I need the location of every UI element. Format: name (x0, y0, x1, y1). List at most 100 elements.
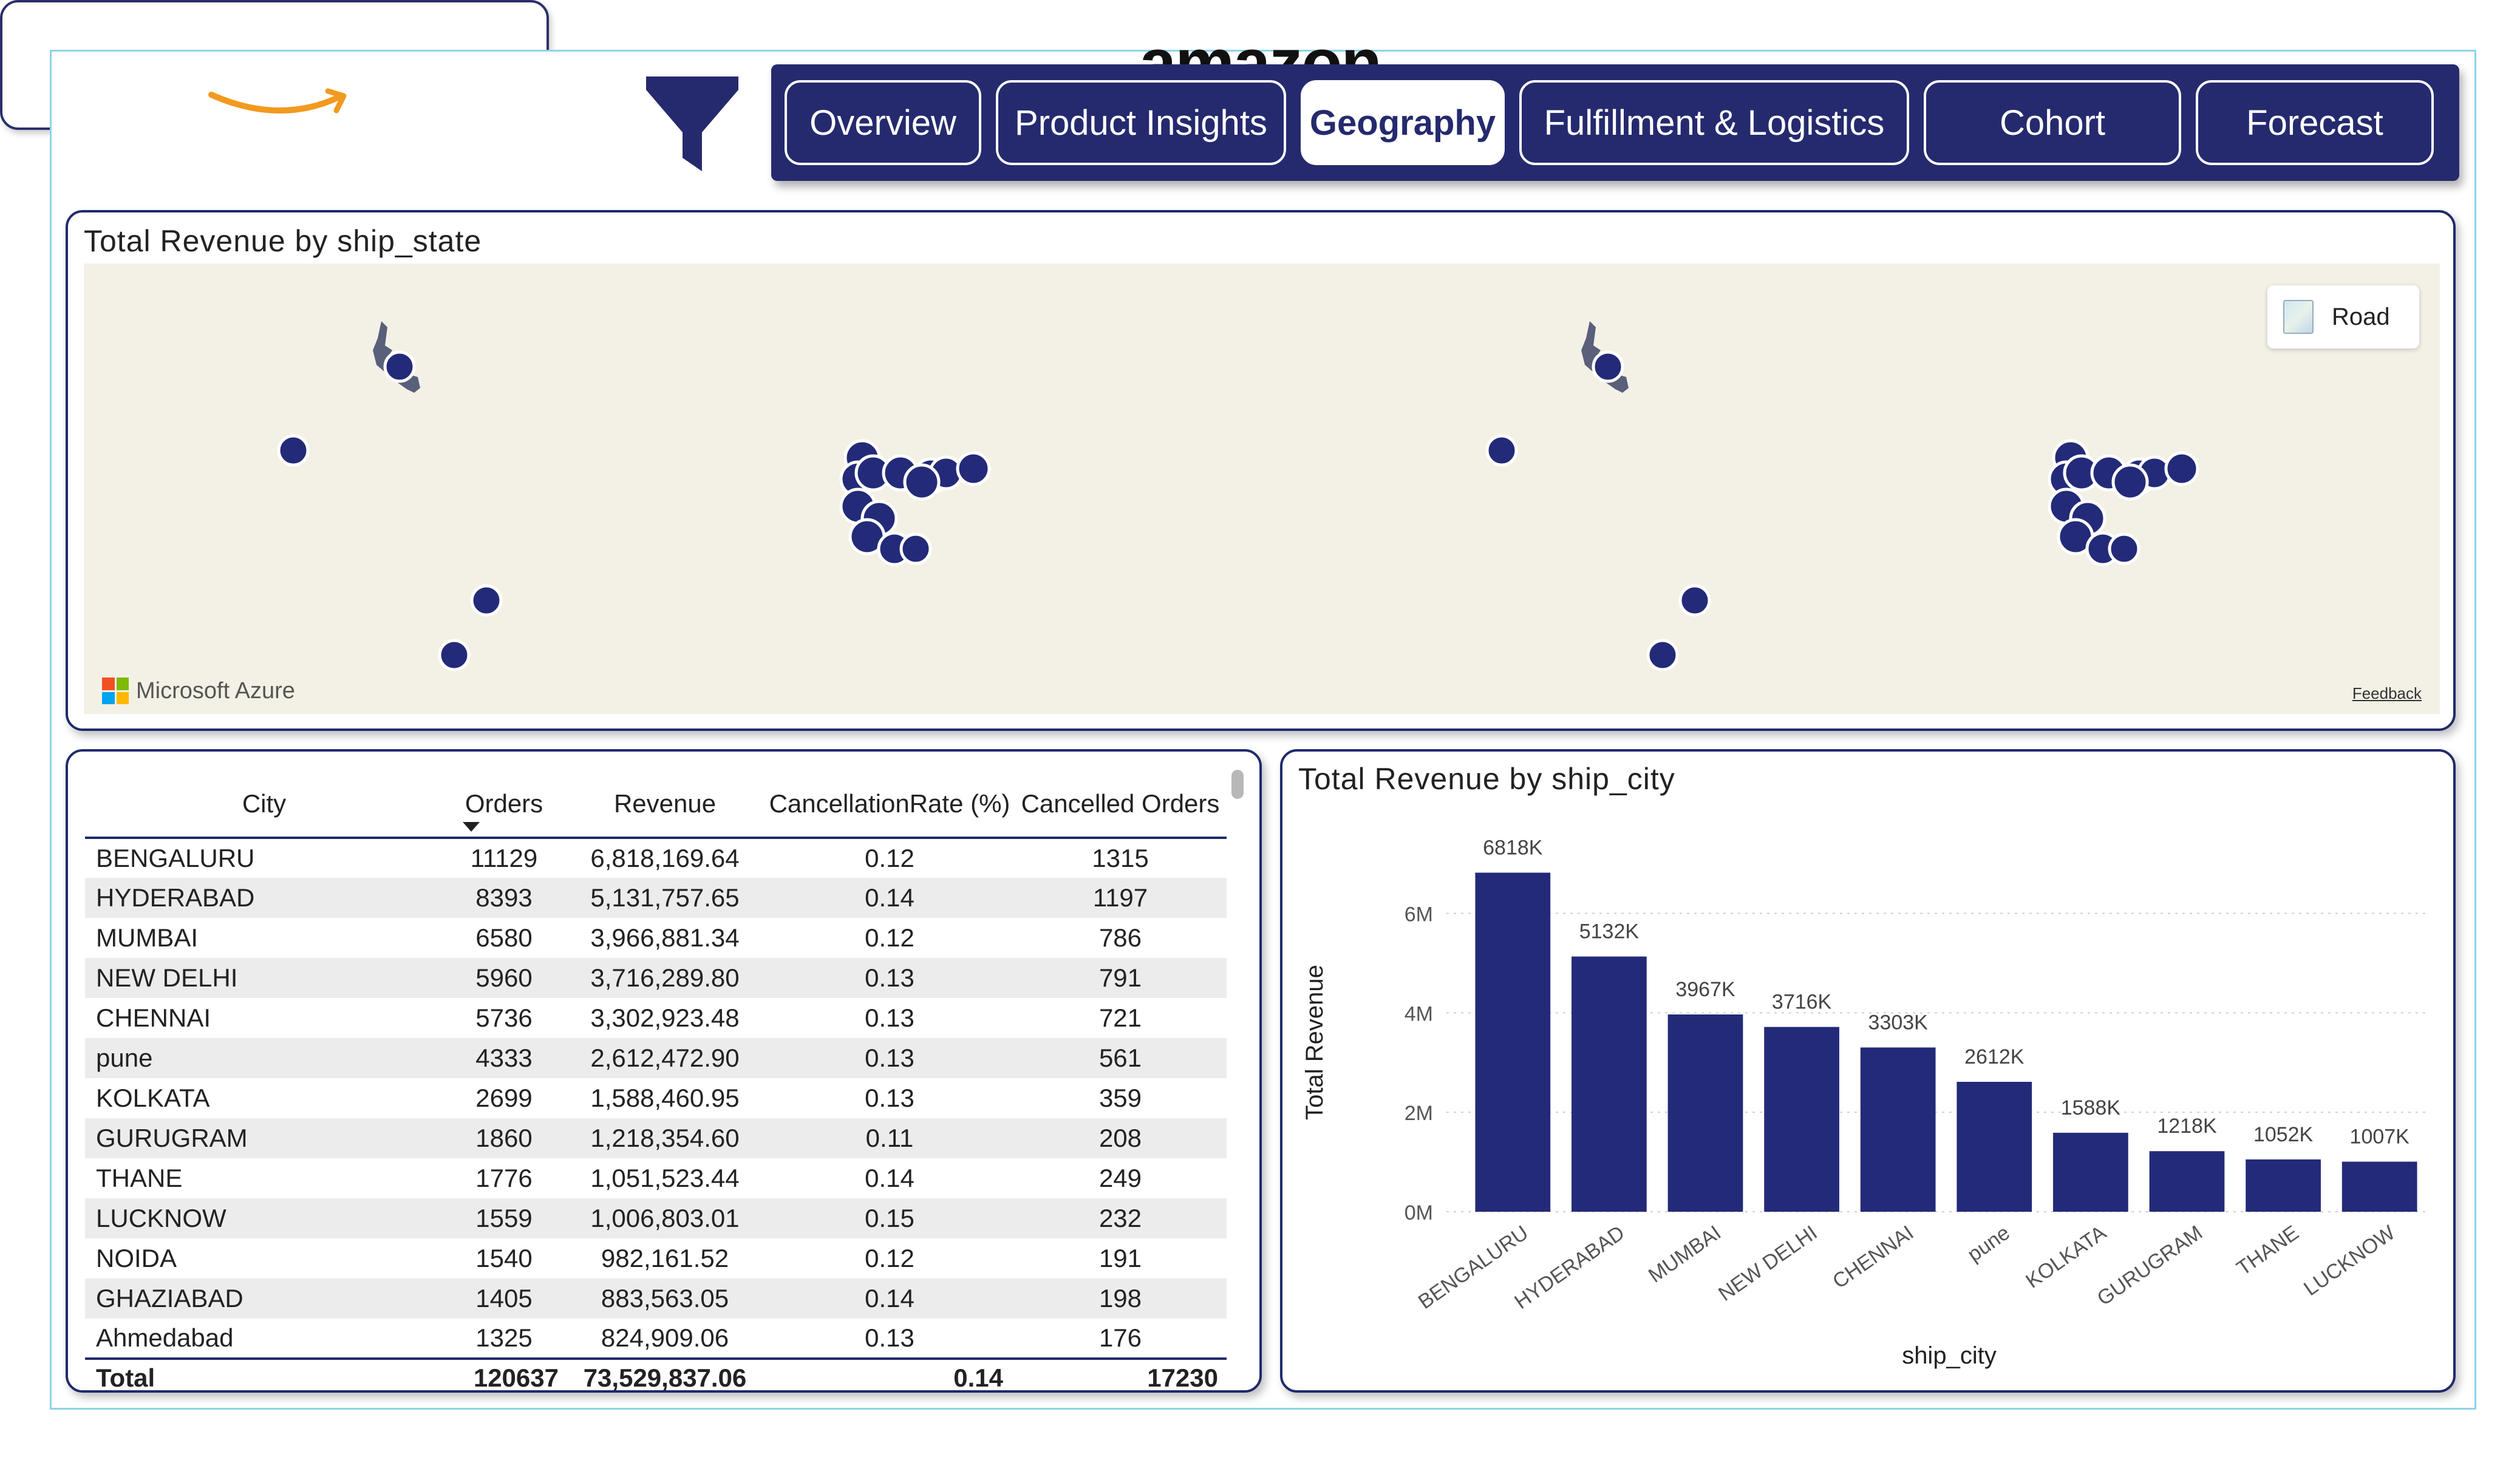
table-row[interactable]: LUCKNOW 1559 1,006,803.01 0.15 232 (85, 1198, 1227, 1238)
bar[interactable] (1956, 1082, 2032, 1212)
table-row[interactable]: GURUGRAM 1860 1,218,354.60 0.11 208 (85, 1118, 1227, 1158)
bar[interactable] (1764, 1027, 1839, 1212)
feedback-link[interactable]: Feedback (2352, 684, 2422, 702)
total-cancelled-orders: 17230 (1014, 1357, 1227, 1396)
cell-city: LUCKNOW (85, 1198, 443, 1238)
table-row[interactable]: HYDERABAD 8393 5,131,757.65 0.14 1197 (85, 878, 1227, 918)
cell-cancelled-orders: 721 (1098, 1004, 1142, 1032)
bar[interactable] (1860, 1047, 1936, 1212)
header-orders[interactable]: Orders (443, 771, 565, 839)
filter-icon[interactable] (644, 74, 741, 176)
tab-forecast[interactable]: Forecast (2196, 80, 2434, 165)
header-orders-label: Orders (465, 789, 543, 818)
cell-city: MUMBAI (96, 923, 198, 952)
tab-overview[interactable]: Overview (785, 80, 981, 165)
cell-city: THANE (96, 1164, 183, 1192)
header-revenue[interactable]: Revenue (565, 771, 765, 839)
header-cancellation-rate[interactable]: CancellationRate (%) (765, 771, 1014, 839)
table-row[interactable]: KOLKATA 2699 1,588,460.95 0.13 359 (85, 1078, 1227, 1118)
map-marker[interactable] (438, 639, 471, 671)
map-marker[interactable] (2111, 463, 2149, 501)
map-marker[interactable] (956, 451, 991, 486)
map-marker[interactable] (903, 463, 941, 501)
road-label: Road (2332, 303, 2390, 330)
bar-chart-card: Total Revenue by ship_city 0M 2M 4M 6M Total … (1280, 749, 2456, 1393)
road-style-button[interactable]: Road (2267, 285, 2419, 348)
cell-orders: 1559 (443, 1198, 565, 1238)
map-marker[interactable] (1592, 350, 1624, 383)
map-view[interactable]: Road Microsoft Azure Feedback (84, 263, 2440, 714)
map-style-icon (2283, 300, 2314, 334)
cell-revenue: 1,051,523.44 (590, 1164, 740, 1192)
bar[interactable] (2246, 1159, 2321, 1212)
table-row[interactable]: pune 4333 2,612,472.90 0.13 561 (85, 1038, 1227, 1078)
tab-fulfillment-logistics[interactable]: Fulfillment & Logistics (1519, 80, 1909, 165)
y-tick-label: 4M (1405, 1002, 1433, 1025)
map-marker[interactable] (277, 434, 310, 467)
map-marker[interactable] (1678, 584, 1711, 617)
header-city[interactable]: City (85, 771, 443, 839)
bar[interactable] (1475, 872, 1551, 1212)
cell-cancellation-rate: 0.13 (765, 1038, 1014, 1078)
table-card: City Orders Revenue CancellationRate (%)… (66, 749, 1262, 1396)
map-markers (277, 321, 2199, 671)
bar[interactable] (1572, 956, 1647, 1212)
table-row[interactable]: NEW DELHI 5960 3,716,289.80 0.13 791 (85, 958, 1227, 998)
total-cancellation-rate: 0.14 (765, 1357, 1014, 1396)
map-marker[interactable] (1646, 639, 1679, 671)
cell-revenue: 824,909.06 (601, 1323, 729, 1352)
cell-orders: 6580 (475, 923, 533, 952)
map-marker[interactable] (2164, 451, 2199, 486)
cell-orders: 2699 (475, 1084, 533, 1112)
data-label: 6818K (1483, 836, 1543, 859)
map-marker[interactable] (383, 350, 416, 383)
map-title: Total Revenue by ship_state (84, 224, 482, 258)
cell-orders: 5736 (475, 1004, 533, 1032)
y-tick-label: 6M (1405, 903, 1433, 926)
map-marker[interactable] (1485, 434, 1518, 467)
cell-cancelled-orders: 208 (1014, 1118, 1227, 1158)
table-row[interactable]: MUMBAI 6580 3,966,881.34 0.12 786 (85, 918, 1227, 958)
table-scrollbar[interactable] (1231, 770, 1244, 799)
azure-label: Microsoft Azure (136, 678, 295, 704)
cell-city: BENGALURU (96, 844, 255, 872)
cell-city: NOIDA (96, 1244, 177, 1272)
total-revenue: 73,529,837.06 (565, 1357, 765, 1396)
revenue-by-city-chart: Total Revenue by ship_city 0M 2M 4M 6M Total … (1298, 762, 2428, 1369)
x-tick-label: GURUGRAM (2093, 1221, 2207, 1310)
table-row[interactable]: CHENNAI 5736 3,302,923.48 0.13 721 (85, 998, 1227, 1038)
cell-cancellation-rate: 0.14 (865, 1164, 914, 1192)
cell-cancellation-rate: 0.13 (865, 1323, 914, 1352)
table-row[interactable]: BENGALURU 11129 6,818,169.64 0.12 1315 (85, 838, 1227, 878)
table-row[interactable]: Ahmedabad 1325 824,909.06 0.13 176 (85, 1319, 1227, 1359)
cell-orders: 1405 (443, 1279, 565, 1319)
data-label: 1007K (2350, 1126, 2410, 1149)
cell-orders: 5960 (443, 958, 565, 998)
map-marker[interactable] (470, 584, 503, 617)
table-row[interactable]: NOIDA 1540 982,161.52 0.12 191 (85, 1238, 1227, 1279)
cell-revenue: 3,302,923.48 (590, 1004, 740, 1032)
table-row[interactable]: GHAZIABAD 1405 883,563.05 0.14 198 (85, 1279, 1227, 1319)
bar[interactable] (2149, 1151, 2225, 1212)
cell-cancellation-rate: 0.11 (765, 1118, 1014, 1158)
tab-cohort[interactable]: Cohort (1924, 80, 2181, 165)
tab-geography[interactable]: Geography (1301, 80, 1505, 165)
nav-bar: Overview Product Insights Geography Fulf… (771, 64, 2459, 181)
map-marker[interactable] (899, 532, 932, 565)
map-marker[interactable] (2108, 532, 2140, 565)
data-label: 3716K (1772, 991, 1832, 1014)
x-tick-label: NEW DELHI (1714, 1221, 1822, 1305)
cell-city: Ahmedabad (96, 1323, 234, 1352)
cell-cancelled-orders: 1315 (1092, 844, 1149, 872)
cell-cancellation-rate: 0.12 (865, 1244, 914, 1272)
bar[interactable] (2341, 1161, 2417, 1212)
x-tick-label: THANE (2232, 1221, 2303, 1280)
table-row[interactable]: THANE 1776 1,051,523.44 0.14 249 (85, 1158, 1227, 1198)
data-label: 1052K (2253, 1123, 2314, 1146)
bar[interactable] (2053, 1132, 2128, 1212)
header-cancelled-orders[interactable]: Cancelled Orders (1014, 771, 1227, 839)
bar[interactable] (1667, 1014, 1743, 1212)
cell-cancellation-rate: 0.12 (865, 844, 914, 872)
tab-product-insights[interactable]: Product Insights (996, 80, 1286, 165)
y-axis-label: Total Revenue (1301, 965, 1328, 1120)
